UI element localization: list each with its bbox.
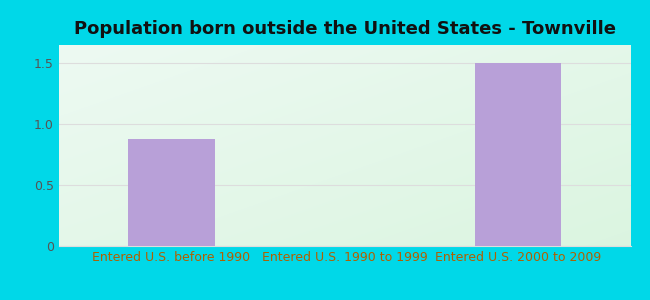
Bar [474, 63, 561, 246]
Bar [128, 139, 214, 246]
Title: Population born outside the United States - Townville: Population born outside the United State… [73, 20, 616, 38]
